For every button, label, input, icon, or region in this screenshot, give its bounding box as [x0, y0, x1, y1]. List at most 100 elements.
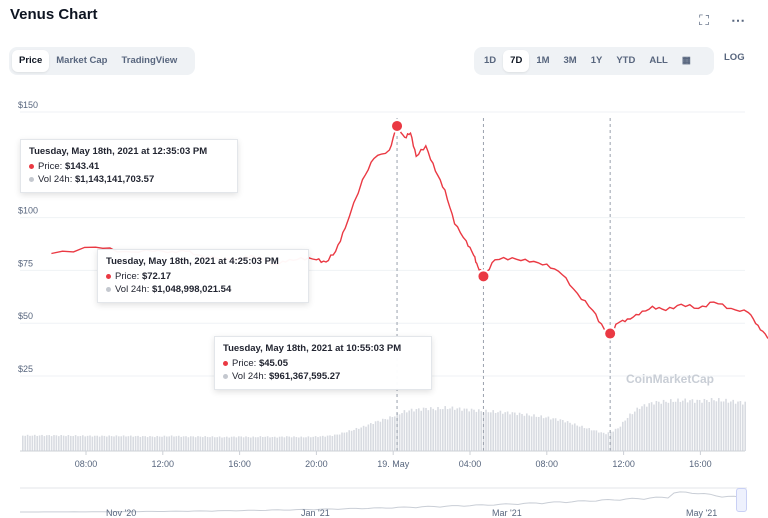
range-all[interactable]: ALL: [649, 55, 668, 66]
volume-bar: [682, 400, 684, 451]
volume-bar: [660, 403, 662, 451]
tab-price[interactable]: Price: [12, 50, 50, 72]
volume-bar: [326, 435, 329, 451]
tooltip-title: Tuesday, May 18th, 2021 at 4:25:03 PM: [106, 256, 279, 267]
tooltip-3: Tuesday, May 18th, 2021 at 10:55:03 PM P…: [214, 336, 432, 390]
more-dots-icon[interactable]: ⋯: [731, 12, 745, 28]
volume-bar: [26, 434, 29, 451]
volume-bar: [595, 430, 598, 451]
volume-bar: [175, 436, 178, 451]
volume-bar: [108, 435, 110, 451]
volume-bar: [274, 436, 276, 451]
volume-bar: [499, 410, 502, 451]
volume-bar: [686, 402, 689, 451]
range-1y[interactable]: 1Y: [590, 55, 603, 66]
volume-bar: [576, 425, 578, 451]
volume-bar: [672, 401, 674, 451]
volume-bar: [708, 401, 710, 451]
volume-bar: [696, 399, 698, 451]
volume-bar: [185, 436, 187, 451]
volume-bar: [228, 437, 230, 451]
volume-bar: [310, 437, 312, 451]
navigator-handle[interactable]: [736, 488, 747, 512]
volume-bar: [341, 432, 343, 451]
volume-bar: [322, 435, 324, 451]
volume-bar: [312, 436, 314, 451]
tooltip-vol-label: Vol 24h:: [232, 371, 267, 382]
volume-bar: [634, 411, 636, 451]
volume-bar: [230, 436, 233, 451]
volume-bar: [238, 436, 240, 451]
volume-bar: [300, 436, 302, 451]
volume-bar: [624, 420, 626, 451]
volume-bar: [564, 422, 566, 451]
volume-bar: [146, 437, 149, 451]
volume-bar: [468, 411, 470, 451]
volume-bar: [334, 434, 336, 451]
volume-bar: [43, 436, 46, 451]
volume-bar: [283, 437, 286, 451]
volume-bar: [199, 436, 202, 451]
volume-bar: [46, 435, 48, 451]
range-ytd[interactable]: YTD: [616, 55, 636, 66]
volume-bar: [382, 418, 384, 451]
x-tick-label: 12:00: [152, 459, 175, 469]
volume-bar: [518, 412, 521, 451]
volume-bar: [475, 411, 478, 451]
tooltip-vol-value: $1,048,998,021.54: [151, 284, 232, 295]
volume-bar: [94, 435, 96, 451]
range-3m[interactable]: 3M: [563, 55, 577, 66]
volume-bar: [142, 436, 144, 451]
volume-bar: [314, 436, 317, 451]
volume-bar: [74, 435, 77, 451]
volume-bar: [329, 435, 331, 451]
volume-bar: [134, 436, 137, 451]
volume-bar: [343, 432, 346, 451]
range-1d[interactable]: 1D: [484, 55, 497, 66]
volume-bar: [302, 437, 305, 451]
volume-bar: [689, 400, 691, 451]
volume-bar: [240, 436, 242, 451]
tab-tradingview[interactable]: TradingView: [121, 55, 178, 66]
tooltip-price-label: Price:: [38, 161, 63, 172]
volume-bar: [29, 435, 31, 451]
range-1m[interactable]: 1M: [536, 55, 550, 66]
log-scale-button[interactable]: LOG: [724, 52, 745, 63]
volume-bar: [619, 426, 622, 451]
volume-bar: [643, 404, 646, 451]
volume-bar: [137, 435, 139, 451]
y-tick-label: $75: [18, 258, 33, 268]
volume-bar: [60, 435, 62, 451]
volume-bar: [317, 437, 319, 451]
volume-bar: [470, 408, 473, 451]
volume-bar: [259, 436, 262, 451]
tooltip-price-value: $45.05: [258, 358, 288, 369]
volume-bar: [677, 398, 679, 451]
price-dot-icon: [29, 163, 34, 169]
calendar-icon[interactable]: ▦: [681, 55, 691, 66]
volume-bar: [581, 425, 583, 451]
volume-bar: [96, 435, 98, 451]
volume-bar: [324, 436, 326, 451]
volume-bar: [151, 436, 154, 451]
expand-icon[interactable]: ⛶: [699, 12, 709, 28]
volume-bar: [653, 404, 655, 451]
volume-bar: [420, 410, 422, 451]
range-7d[interactable]: 7D: [503, 50, 530, 72]
volume-bar: [701, 402, 703, 451]
tooltip-vol-value: $961,367,595.27: [268, 371, 341, 382]
volume-bar: [62, 435, 65, 451]
volume-bar: [72, 436, 74, 451]
volume-bar: [218, 436, 221, 451]
x-tick-label: 16:00: [689, 459, 712, 469]
volume-bar: [401, 413, 403, 451]
volume-bar: [377, 420, 379, 451]
volume-bar: [722, 401, 725, 451]
coinmarketcap-watermark: CoinMarketCap: [626, 372, 715, 386]
tab-market-cap[interactable]: Market Cap: [56, 55, 108, 66]
volume-bar: [367, 424, 370, 451]
volume-bar: [502, 413, 504, 451]
volume-bar: [221, 437, 223, 451]
volume-bar: [103, 435, 106, 451]
